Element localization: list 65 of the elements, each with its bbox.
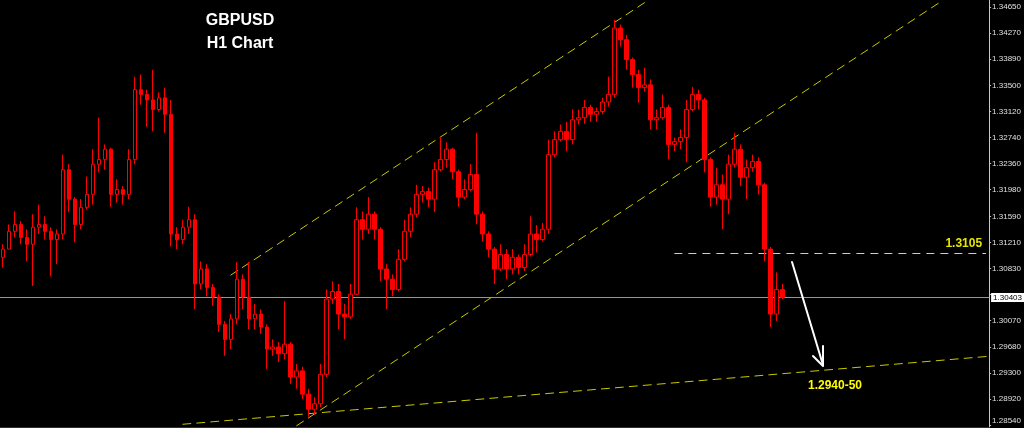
candlestick: [211, 283, 215, 307]
annotation: 1.2940-50: [807, 378, 863, 392]
candlestick: [169, 99, 173, 247]
text: H1 Chart: [206, 33, 275, 51]
candlestick: [181, 219, 185, 245]
candlestick: [127, 148, 131, 200]
candlestick: [91, 148, 95, 206]
y-tick-label: 1.30830: [992, 263, 1022, 273]
y-tick-label: 1.31590: [992, 211, 1022, 221]
candlestick: [1, 243, 5, 269]
y-tick-label: 1.29680: [992, 342, 1022, 352]
candlestick: [157, 91, 161, 113]
candlestick: [229, 313, 233, 350]
candlestick: [121, 185, 125, 206]
y-tick-label: 1.30070: [992, 315, 1022, 325]
ref-line-label: 1.30403: [993, 292, 1023, 302]
candlestick: [67, 163, 71, 213]
candlestick: [241, 273, 245, 310]
candlestick: [31, 213, 35, 287]
candlestick: [145, 89, 149, 128]
candlestick: [61, 154, 65, 240]
candlestick: [13, 210, 17, 238]
candlestick: [109, 147, 113, 208]
ref-line-label: 1.3105: [945, 236, 983, 251]
y-tick-label: 1.31210: [992, 237, 1022, 247]
candlestick: [205, 263, 209, 297]
candlestick: [253, 303, 257, 330]
y-tick-label: 1.32740: [992, 133, 1022, 143]
candlestick: [7, 223, 11, 250]
candlestick: [85, 176, 89, 210]
candlestick: [217, 293, 221, 333]
candlestick: [115, 178, 119, 204]
candlestick: [235, 261, 239, 325]
y-tick-label: 1.34650: [992, 2, 1022, 12]
candlestick: [247, 261, 251, 330]
candlestick: [223, 320, 227, 357]
text: GBPUSD: [205, 10, 275, 28]
y-tick-label: 1.32360: [992, 159, 1022, 169]
candlestick: [79, 198, 83, 230]
y-tick-label: 1.31980: [992, 185, 1022, 195]
candlestick: [25, 228, 29, 262]
candlestick: [151, 69, 155, 132]
candlestick: [97, 117, 101, 173]
y-tick-label: 1.28920: [992, 394, 1022, 404]
candlestick: [133, 76, 137, 165]
candlestick: [163, 87, 167, 134]
candlestick: [139, 74, 143, 106]
candlestick: [199, 260, 203, 290]
candlestick: [37, 204, 41, 235]
y-tick-label: 1.28540: [992, 416, 1022, 426]
candlestick: [73, 196, 77, 243]
y-tick-label: 1.33500: [992, 81, 1022, 91]
candlestick: [175, 226, 179, 250]
candlestick: [103, 143, 107, 171]
y-tick-label: 1.29300: [992, 368, 1022, 378]
y-tick-label: 1.33120: [992, 107, 1022, 117]
candlestick: [19, 220, 23, 245]
candlestick: [55, 228, 59, 265]
y-tick-label: 1.34270: [992, 28, 1022, 38]
candlestick: [49, 226, 53, 277]
y-tick-label: 1.33890: [992, 54, 1022, 64]
candlestick: [43, 215, 47, 240]
candlestick: [193, 213, 197, 310]
candlestick: [259, 308, 263, 335]
candlestick: [187, 206, 191, 235]
